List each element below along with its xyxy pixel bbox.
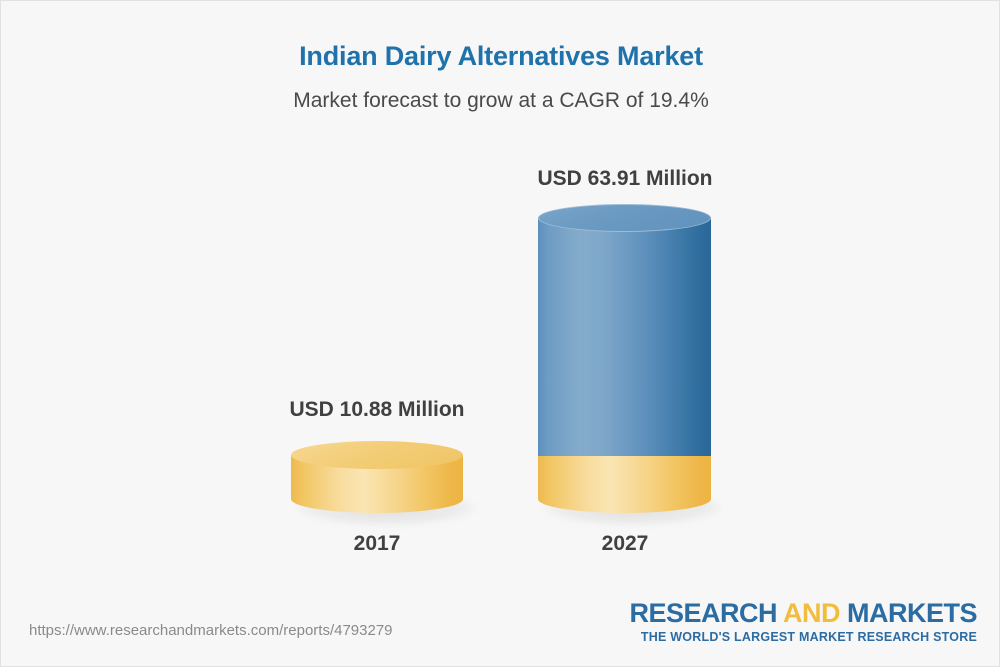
cylinder-top-2017 <box>291 441 463 469</box>
cylinder-body-2027-blue <box>538 217 711 456</box>
value-label-2017: USD 10.88 Million <box>289 398 465 421</box>
brand-word-research: RESEARCH <box>629 598 783 628</box>
cylinder-bottom-cap-2017 <box>291 485 463 513</box>
brand-logo[interactable]: RESEARCH AND MARKETS THE WORLD'S LARGEST… <box>629 599 977 645</box>
cylinder-top-rim-2027 <box>538 204 711 232</box>
brand-word-and: AND <box>783 598 841 628</box>
chart-subtitle: Market forecast to grow at a CAGR of 19.… <box>293 89 709 112</box>
chart-title: Indian Dairy Alternatives Market <box>299 41 703 71</box>
brand-word-markets: MARKETS <box>840 598 978 628</box>
cylinder-bottom-cap-2027 <box>538 485 711 513</box>
value-label-2027: USD 63.91 Million <box>537 167 713 190</box>
brand-wordmark: RESEARCH AND MARKETS <box>629 599 977 627</box>
source-url[interactable]: https://www.researchandmarkets.com/repor… <box>29 622 393 639</box>
category-label-2027: 2027 <box>601 532 649 555</box>
brand-tagline: THE WORLD'S LARGEST MARKET RESEARCH STOR… <box>640 630 977 645</box>
category-label-2017: 2017 <box>353 532 401 555</box>
